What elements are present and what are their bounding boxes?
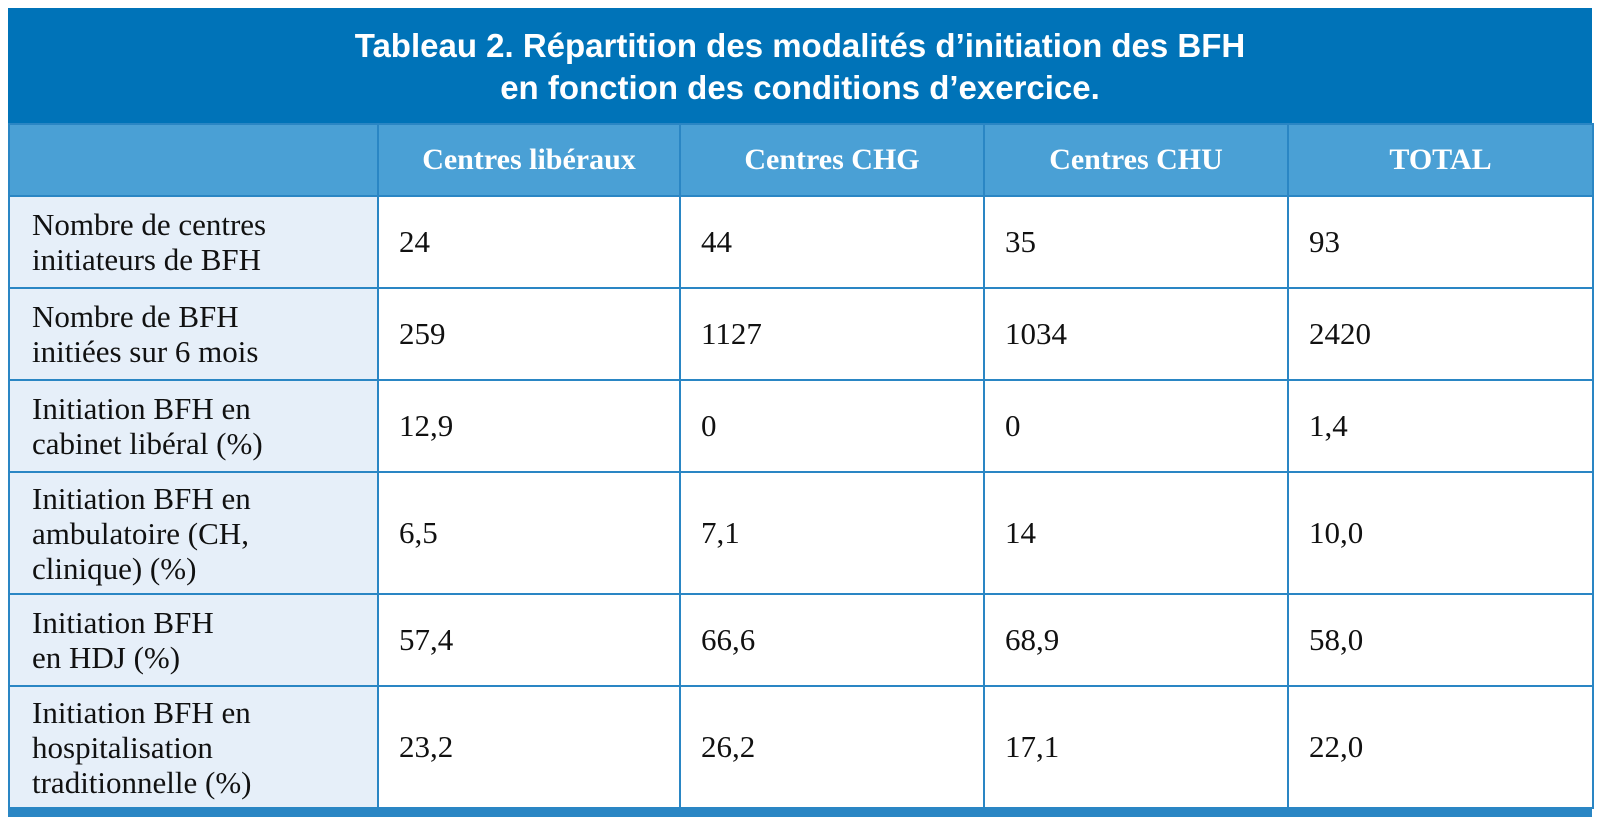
cell-value: 58,0 <box>1287 593 1594 687</box>
row-label: Initiation BFH en cabinet libéral (%) <box>8 379 379 473</box>
row-label: Nombre de BFH initiées sur 6 mois <box>8 287 379 381</box>
cell-value: 259 <box>377 287 681 381</box>
cell-value: 2420 <box>1287 287 1594 381</box>
cell-value: 7,1 <box>679 471 985 595</box>
cell-value: 1127 <box>679 287 985 381</box>
table-row: Nombre de centres initiateurs de BFH 24 … <box>8 195 1594 289</box>
table-row: Initiation BFH en hospitalisation tradit… <box>8 685 1594 809</box>
table-title: Tableau 2. Répartition des modalités d’i… <box>8 8 1592 123</box>
row-label-line: cabinet libéral (%) <box>32 426 263 461</box>
row-label-line: Initiation BFH <box>32 605 214 640</box>
table-row: Initiation BFH en cabinet libéral (%) 12… <box>8 379 1594 473</box>
table-row: Initiation BFH en ambulatoire (CH, clini… <box>8 471 1594 595</box>
cell-value: 0 <box>679 379 985 473</box>
row-label-line: Initiation BFH en <box>32 391 251 426</box>
cell-value: 68,9 <box>983 593 1289 687</box>
cell-value: 1034 <box>983 287 1289 381</box>
row-label: Initiation BFH en HDJ (%) <box>8 593 379 687</box>
table-title-line-1: Tableau 2. Répartition des modalités d’i… <box>354 26 1246 64</box>
header-cell-centres-liberaux: Centres libéraux <box>377 123 681 197</box>
cell-value: 14 <box>983 471 1289 595</box>
row-label-line: Nombre de BFH <box>32 299 239 334</box>
row-label-line: en HDJ (%) <box>32 640 181 675</box>
cell-value: 6,5 <box>377 471 681 595</box>
cell-value: 12,9 <box>377 379 681 473</box>
cell-value: 24 <box>377 195 681 289</box>
row-label-line: initiateurs de BFH <box>32 242 262 277</box>
cell-value: 93 <box>1287 195 1594 289</box>
cell-value: 44 <box>679 195 985 289</box>
row-label-line: Initiation BFH en <box>32 694 251 730</box>
row-label-line: hospitalisation <box>32 729 213 765</box>
cell-value: 10,0 <box>1287 471 1594 595</box>
row-label-line: clinique) (%) <box>32 550 197 586</box>
row-label-line: Nombre de centres <box>32 207 267 242</box>
header-cell-empty <box>8 123 379 197</box>
cell-value: 35 <box>983 195 1289 289</box>
cell-value: 23,2 <box>377 685 681 809</box>
row-label-line: traditionnelle (%) <box>32 764 252 800</box>
cell-value: 57,4 <box>377 593 681 687</box>
table-row: Initiation BFH en HDJ (%) 57,4 66,6 68,9… <box>8 593 1594 687</box>
header-row: Centres libéraux Centres CHG Centres CHU… <box>8 123 1594 197</box>
header-cell-centres-chu: Centres CHU <box>983 123 1289 197</box>
header-cell-centres-chg: Centres CHG <box>679 123 985 197</box>
cell-value: 1,4 <box>1287 379 1594 473</box>
row-label: Initiation BFH en ambulatoire (CH, clini… <box>8 471 379 595</box>
row-label: Nombre de centres initiateurs de BFH <box>8 195 379 289</box>
cell-value: 22,0 <box>1287 685 1594 809</box>
cell-value: 17,1 <box>983 685 1289 809</box>
table-title-line-2: en fonction des conditions d’exercice. <box>500 68 1100 106</box>
data-table: Centres libéraux Centres CHG Centres CHU… <box>8 123 1594 809</box>
header-cell-total: TOTAL <box>1287 123 1594 197</box>
row-label-line: Initiation BFH en <box>32 480 251 516</box>
cell-value: 0 <box>983 379 1289 473</box>
row-label-line: ambulatoire (CH, <box>32 515 249 551</box>
cell-value: 66,6 <box>679 593 985 687</box>
cell-value: 26,2 <box>679 685 985 809</box>
table-row: Nombre de BFH initiées sur 6 mois 259 11… <box>8 287 1594 381</box>
row-label: Initiation BFH en hospitalisation tradit… <box>8 685 379 809</box>
row-label-line: initiées sur 6 mois <box>32 334 259 369</box>
